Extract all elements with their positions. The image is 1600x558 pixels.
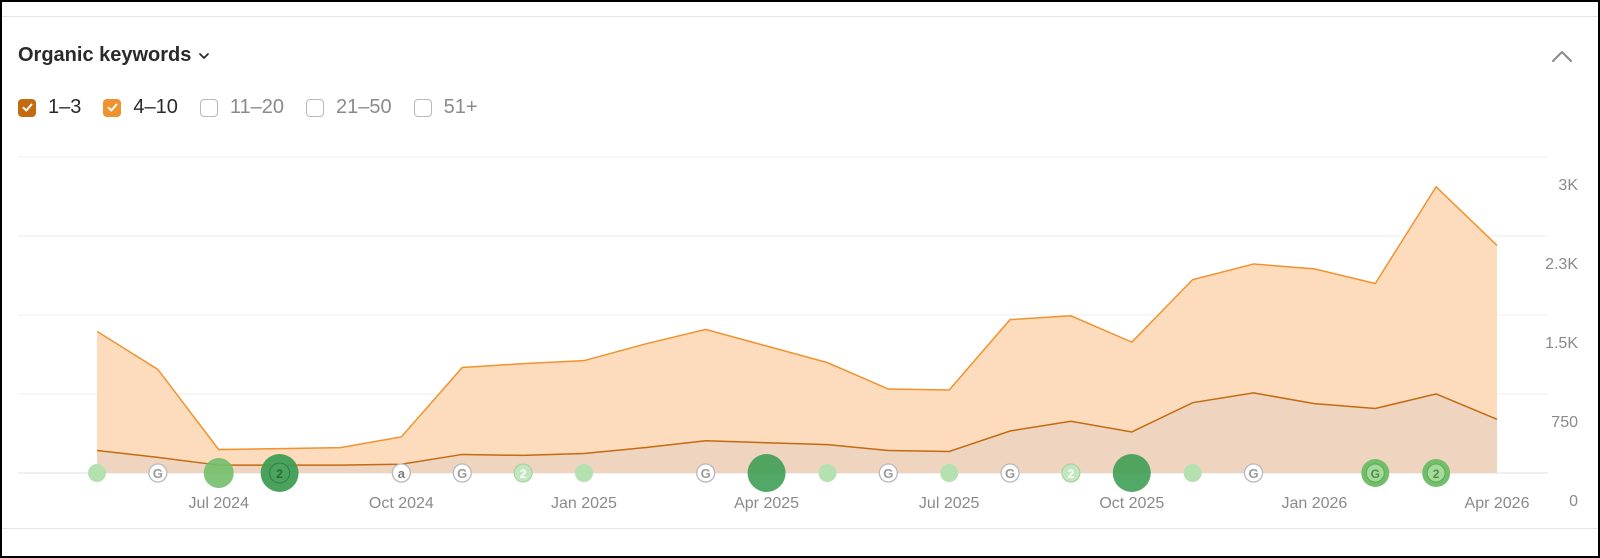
annotation-google[interactable]: G [148, 463, 168, 483]
annotation-badge [452, 463, 472, 483]
annotation-badge [148, 463, 168, 483]
annotation-dot[interactable] [203, 458, 234, 488]
annotation-google[interactable]: G [1243, 463, 1264, 483]
area-1-3 [97, 392, 1497, 473]
count-badge-label: 2 [1433, 467, 1440, 481]
google-icon: G [883, 466, 893, 481]
annotation-dot[interactable] [818, 464, 837, 482]
filter-label: 1–3 [48, 96, 82, 118]
annotation-dot[interactable] [747, 454, 786, 492]
check-icon [22, 103, 32, 112]
annotation-google[interactable]: G [1000, 463, 1020, 483]
count-badge-label: 2 [520, 467, 527, 481]
y-tick-label: 0 [1569, 493, 1578, 510]
annotation-google[interactable]: G [452, 463, 472, 483]
x-tick-label: Oct 2024 [369, 495, 434, 512]
annotation-count[interactable]: 2 [260, 454, 299, 492]
annotation-badge [1426, 463, 1446, 483]
annotation-badge [1365, 463, 1385, 483]
annotation-badge [1000, 463, 1020, 483]
filter-1-3[interactable]: 1–3 [18, 96, 81, 119]
y-tick-label: 1.5K [1545, 335, 1578, 352]
count-badge-label: 2 [1068, 467, 1075, 481]
checkbox-1-3[interactable] [18, 98, 36, 117]
annotation-badge [878, 463, 898, 483]
position-filters: 1–3 4–10 11–20 21–50 51+ [18, 96, 500, 119]
annotation-dot[interactable] [1183, 464, 1202, 482]
chevron-down-icon [199, 52, 210, 59]
checkbox-51-plus[interactable] [413, 98, 432, 117]
organic-keywords-dropdown[interactable]: Organic keywords [18, 44, 211, 67]
annotation-badge [696, 463, 716, 483]
annotation-amazon[interactable]: a [391, 463, 411, 483]
y-tick-label: 750 [1551, 414, 1578, 431]
annotation-dot[interactable] [574, 464, 593, 482]
amazon-icon: a [398, 466, 406, 481]
x-tick-label: Oct 2025 [1099, 495, 1164, 512]
annotation-dot[interactable] [88, 464, 106, 482]
google-icon: G [457, 466, 467, 481]
annotation-dot[interactable] [1183, 464, 1202, 482]
filter-label: 11–20 [229, 96, 285, 118]
annotation-dot[interactable] [940, 464, 959, 482]
line-1-3 [96, 392, 1498, 466]
count-badge-label: 2 [276, 467, 283, 481]
annotation-dot[interactable] [1112, 454, 1151, 492]
x-tick-label: Apr 2025 [734, 495, 799, 512]
filter-label: 21–50 [336, 96, 392, 118]
annotation-dot[interactable] [88, 464, 106, 482]
google-icon: G [1005, 466, 1015, 481]
annotation-badge [1061, 463, 1081, 483]
y-tick-label: 2.3K [1545, 256, 1578, 273]
filter-label: 51+ [443, 96, 478, 118]
annotation-dot[interactable] [203, 458, 234, 488]
x-tick-label: Jul 2025 [919, 495, 980, 512]
google-icon: G [1371, 467, 1380, 481]
google-icon: G [701, 466, 711, 481]
annotation-count[interactable]: 2 [513, 463, 533, 483]
annotation-count[interactable]: 2 [1422, 459, 1451, 487]
y-tick-label: 3K [1558, 177, 1578, 194]
filter-11-20[interactable]: 11–20 [199, 96, 285, 119]
annotation-dot[interactable] [940, 464, 959, 482]
annotation-dot[interactable] [818, 464, 837, 482]
annotation-google[interactable]: G [696, 463, 716, 483]
area-4-10 [97, 186, 1497, 466]
annotation-badge [513, 463, 533, 483]
annotation-badge [391, 463, 411, 483]
filter-4-10[interactable]: 4–10 [103, 96, 178, 119]
annotation-google[interactable]: G [1361, 459, 1390, 487]
annotation-dot[interactable] [747, 454, 786, 492]
panel-title: Organic keywords [18, 44, 192, 66]
x-tick-label: Jan 2026 [1281, 495, 1347, 512]
annotation-badge [269, 462, 291, 484]
filter-label: 4–10 [133, 96, 178, 118]
x-tick-label: Apr 2026 [1465, 495, 1530, 512]
divider-top [2, 16, 1598, 17]
google-icon: G [153, 466, 163, 481]
checkbox-21-50[interactable] [306, 98, 325, 117]
annotation-count[interactable]: 2 [1061, 463, 1081, 483]
annotation-badge [1243, 463, 1264, 483]
line-4-10 [96, 185, 1498, 451]
checkbox-11-20[interactable] [199, 98, 218, 117]
divider-bottom [2, 528, 1598, 529]
annotation-dot[interactable] [574, 464, 593, 482]
checkbox-4-10[interactable] [103, 98, 122, 117]
annotation-dot[interactable] [1112, 454, 1151, 492]
collapse-chevron-up-icon[interactable] [1549, 44, 1575, 70]
x-tick-label: Jan 2025 [551, 495, 617, 512]
filter-51-plus[interactable]: 51+ [413, 96, 478, 119]
check-icon [107, 103, 118, 112]
google-icon: G [1248, 466, 1258, 481]
filter-21-50[interactable]: 21–50 [306, 96, 392, 119]
annotation-google[interactable]: G [878, 463, 898, 483]
x-tick-label: Jul 2024 [188, 495, 249, 512]
